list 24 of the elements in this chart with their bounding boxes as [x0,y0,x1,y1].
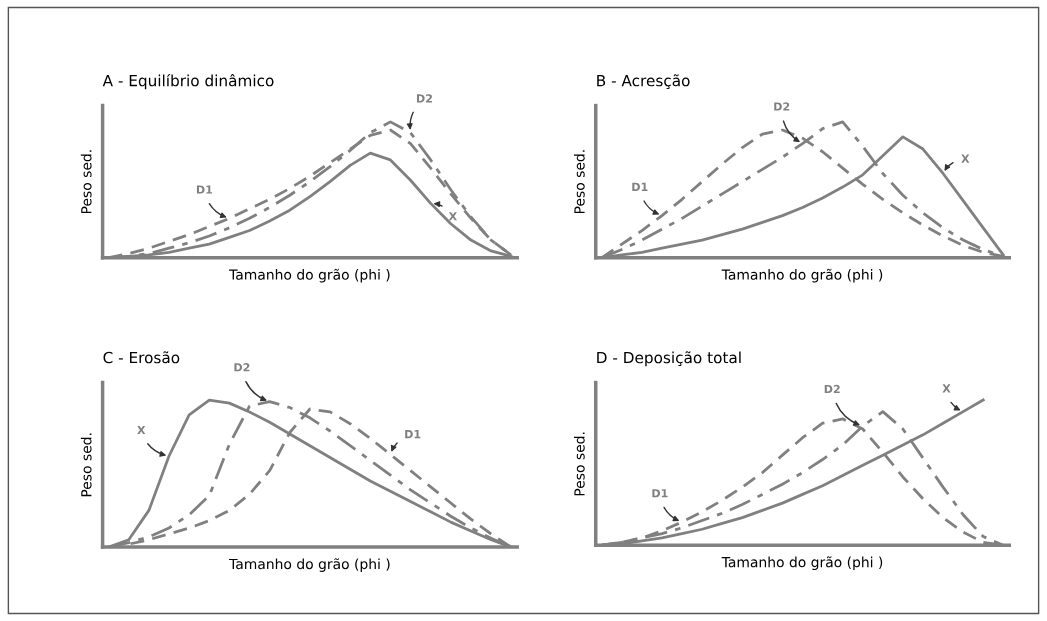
x-axis-title: Tamanho do grão (phi ) [229,558,390,572]
text: D1 [196,185,213,194]
series-label: X [961,154,970,163]
y-axis-title: Peso sed. [573,432,585,496]
series-label: X [448,212,457,221]
y-axis-title: Peso sed. [80,150,92,214]
series-label: D1 [405,430,421,439]
text: D1 [632,182,648,191]
chart-title: A - Equilíbrio dinâmico [102,73,274,90]
text: D2 [824,384,840,394]
x-axis-title: Tamanho do grão (phi ) [721,556,883,571]
text: D2 [774,102,790,111]
y-axis-title: Peso sed. [573,150,585,214]
y-axis-title: Peso sed. [80,433,92,497]
chart-title: C - Erosão [103,351,180,364]
text: X [942,384,951,393]
chart-title: B - Acresção [597,74,690,90]
text: X [137,425,146,435]
text: D2 [416,94,432,103]
chart-title: D - Deposição total [597,351,741,367]
text: D1 [652,489,668,498]
x-axis-title: Tamanho do grão (phi ) [229,268,390,283]
text: D2 [234,363,250,372]
x-axis-title: Tamanho do grão (phi ) [721,268,883,283]
